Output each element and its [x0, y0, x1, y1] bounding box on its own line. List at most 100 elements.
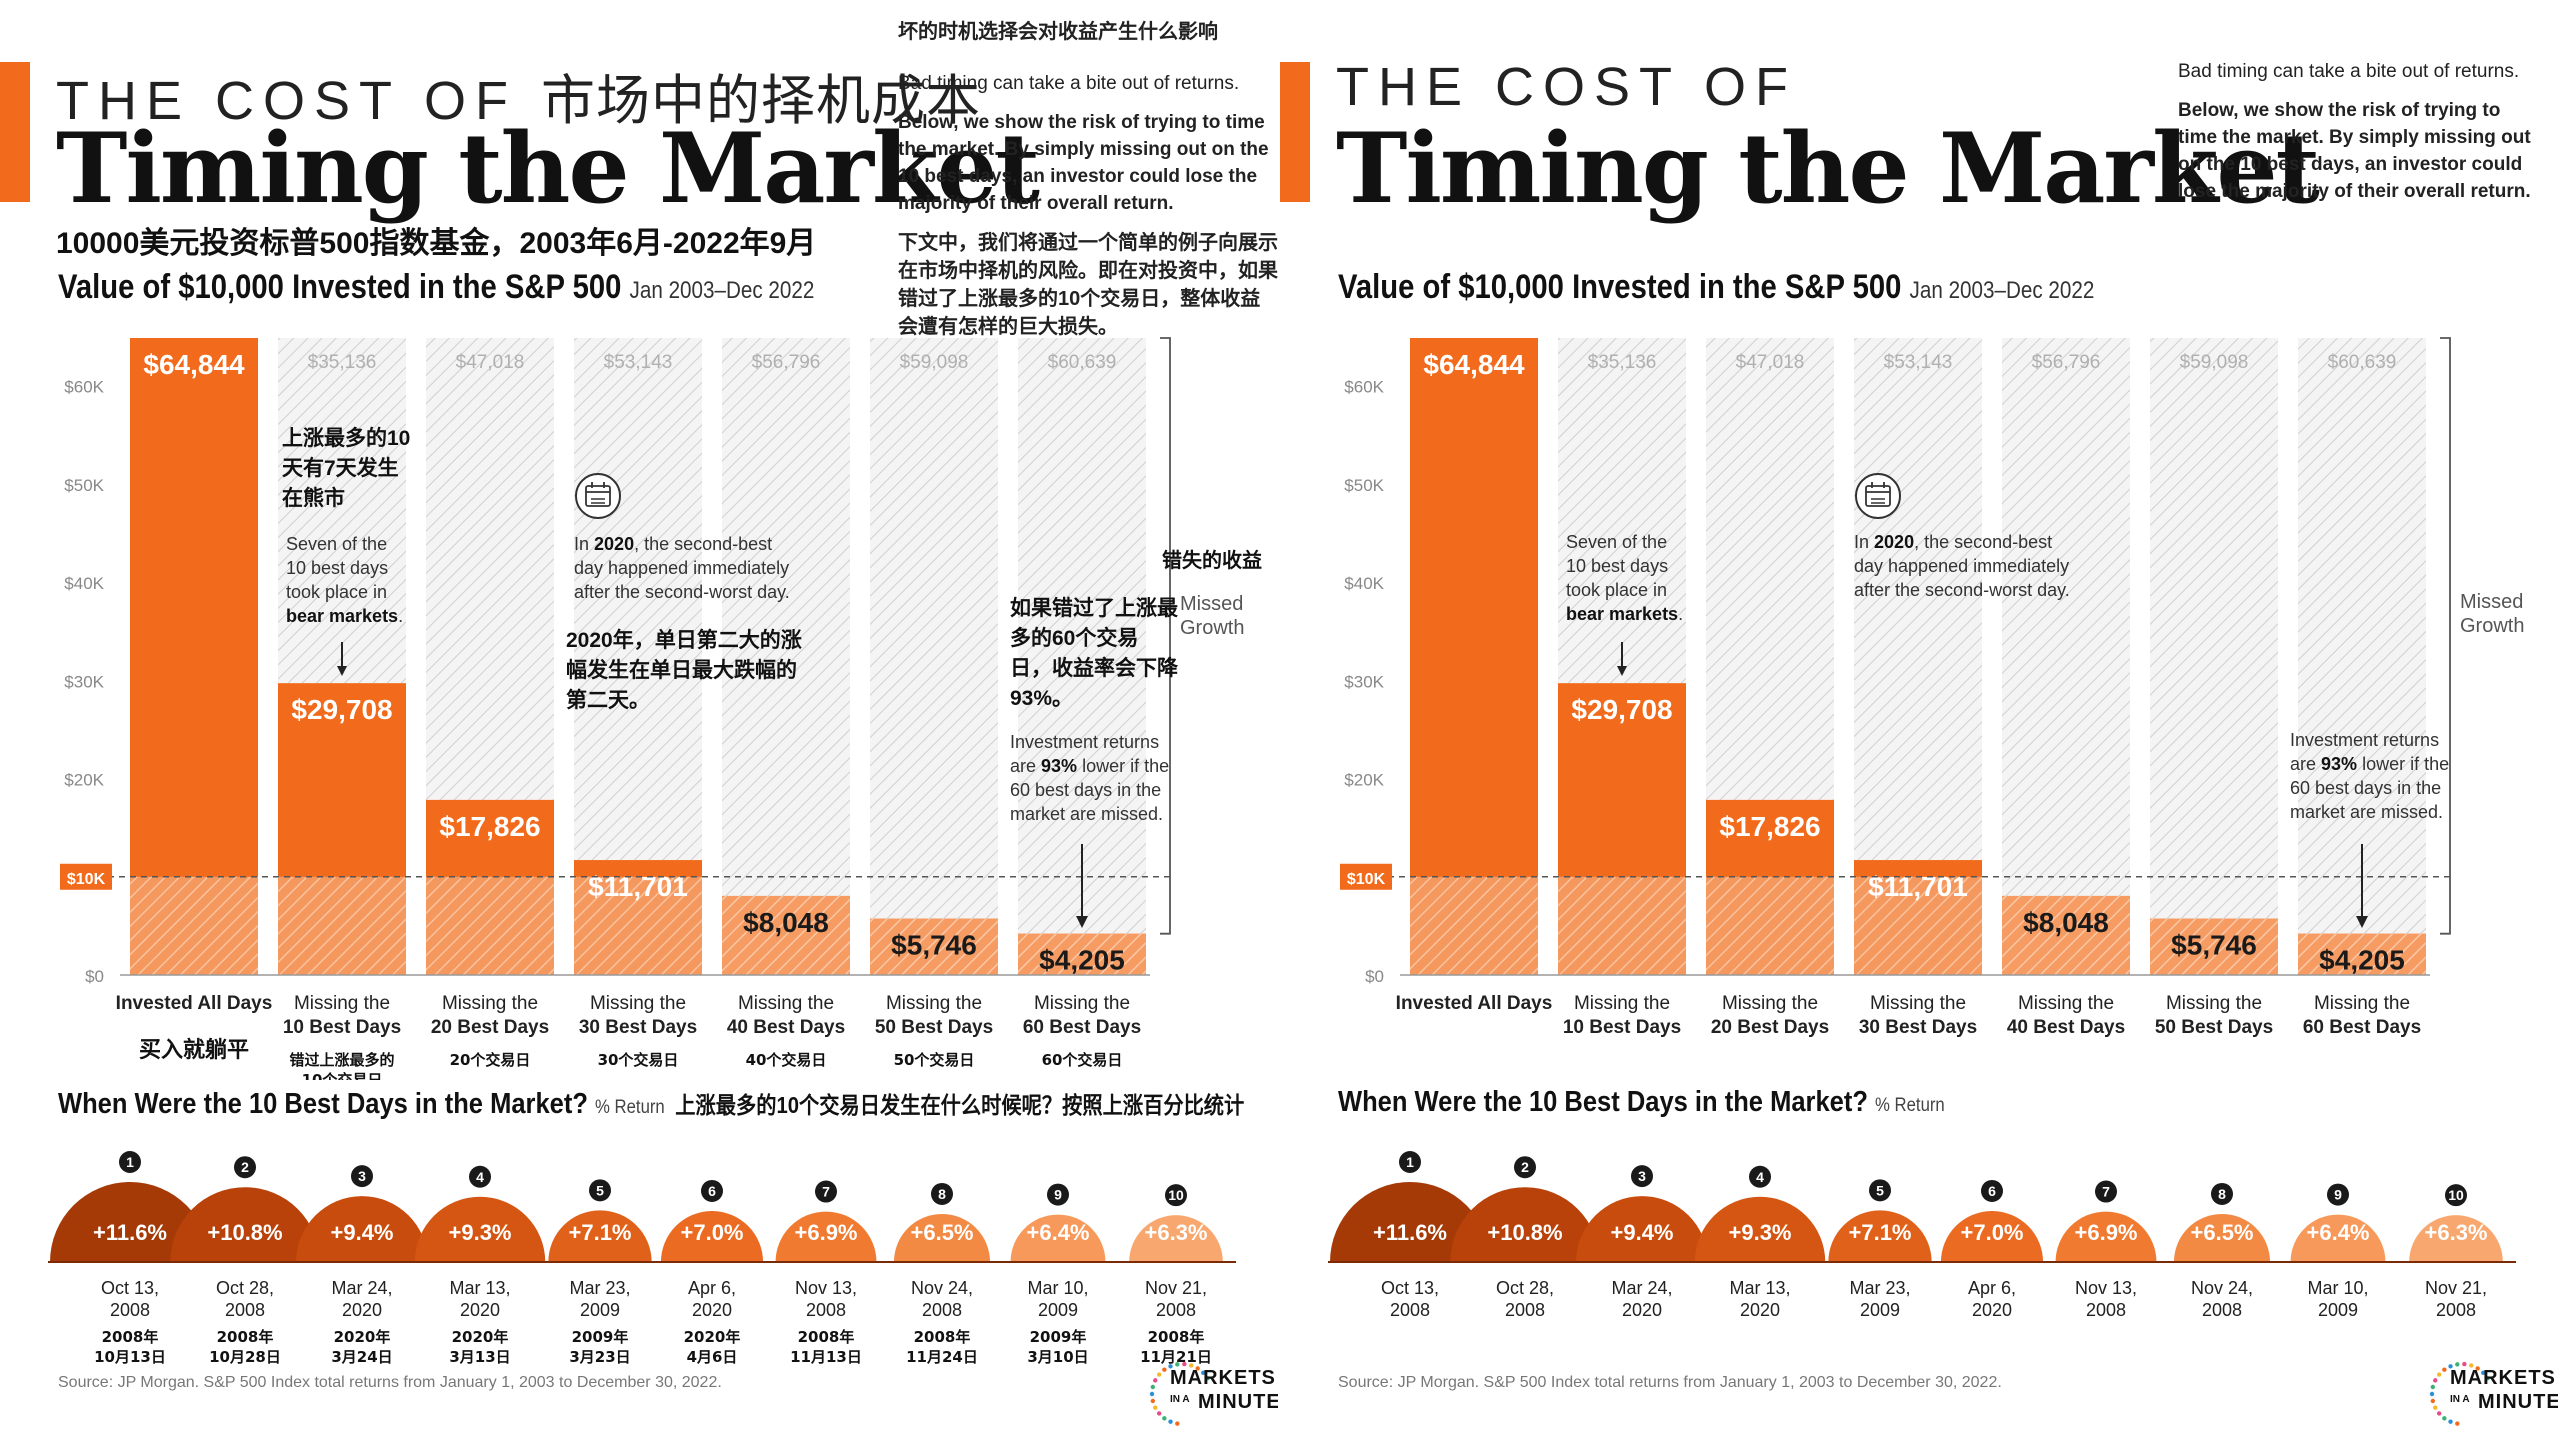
logo-dot — [2430, 1398, 2436, 1404]
category-label: Invested All Days — [116, 993, 273, 1014]
logo-dot — [2448, 1364, 2453, 1369]
logo-dot — [2469, 1363, 2474, 1368]
value-label: $29,708 — [291, 694, 392, 725]
rank-number: 8 — [938, 1186, 946, 1202]
missed-growth-label: $53,143 — [604, 352, 673, 373]
best-day-date: 2008 — [2436, 1300, 2476, 1320]
y-tick-label: $0 — [1365, 967, 1384, 986]
category-label: 40 Best Days — [727, 1017, 845, 1038]
best-day-date: Mar 10, — [1027, 1278, 1088, 1298]
panel-bilingual: THE COST OF 市场中的择机成本 Timing the Market 1… — [0, 21, 1278, 1426]
rank-badge — [2445, 1184, 2467, 1207]
bubble-shape — [2055, 1211, 2157, 1262]
value-label: $64,844 — [143, 349, 245, 380]
annotation-covid: In 2020, the second-best day happened im… — [1854, 532, 2070, 600]
arrow-head — [2356, 916, 2368, 928]
return-label: +7.1% — [1849, 1220, 1912, 1245]
category-label-zh: 错过上涨最多的 — [289, 1051, 394, 1069]
intro-line2: Below, we show the risk of trying to tim… — [898, 112, 1269, 214]
value-label: $11,701 — [1868, 871, 1968, 902]
best-days-title: When Were the 10 Best Days in the Market… — [58, 1088, 1245, 1120]
best-day-date: Nov 13, — [795, 1278, 857, 1298]
category-label: 30 Best Days — [1859, 1017, 1977, 1038]
best-day-date-zh: 10月13日 — [94, 1348, 166, 1366]
category-label: 60 Best Days — [2303, 1017, 2421, 1038]
logo-text: IN A — [1170, 1394, 1190, 1405]
logo-dot — [1150, 1384, 1156, 1390]
chart-subtitle: Value of $10,000 Invested in the S&P 500… — [1338, 268, 2095, 306]
category-label: Missing the — [442, 993, 538, 1014]
best-day-date-zh: 4月6日 — [687, 1348, 738, 1366]
best-day-bubble: +6.5% 8 — [2173, 1182, 2271, 1262]
return-label: +6.5% — [2191, 1220, 2254, 1245]
logo-dot — [2433, 1405, 2438, 1410]
rank-badge — [2095, 1180, 2117, 1203]
missed-growth-label: $35,136 — [308, 352, 377, 373]
category-label-zh: 买入就躺平 — [139, 1037, 249, 1063]
category-label: 30 Best Days — [579, 1017, 697, 1038]
best-day-date-zh: 2009年 — [1030, 1328, 1087, 1346]
value-label: $5,746 — [2171, 930, 2257, 961]
value-label: $4,205 — [2319, 945, 2405, 976]
baseline-badge — [1340, 863, 1392, 890]
logo-dot — [2429, 1391, 2435, 1397]
initial-investment-area — [1018, 933, 1146, 975]
value-label: $8,048 — [743, 907, 829, 938]
category-label: Missing the — [1574, 993, 1670, 1014]
best-day-date: 2020 — [1972, 1300, 2012, 1320]
rank-badge — [1514, 1156, 1536, 1179]
value-label: $64,844 — [1423, 349, 1525, 380]
page-title: Timing the Market — [56, 112, 1040, 225]
return-label: +6.9% — [795, 1220, 858, 1245]
category-label: Missing the — [590, 993, 686, 1014]
logo-dot — [1162, 1367, 1167, 1372]
missed-growth-bar — [1706, 338, 1834, 800]
best-day-bubble: +6.3% 10 — [2409, 1184, 2503, 1262]
baseline-badge-label: $10K — [1347, 871, 1386, 888]
best-day-bubble: +6.4% 9 — [1010, 1183, 1106, 1262]
rank-badge — [2327, 1183, 2349, 1206]
arrow-head — [1076, 916, 1088, 928]
logo-text: IN A — [2450, 1394, 2470, 1405]
bubble-shape — [775, 1211, 877, 1262]
missed-growth-bar — [2150, 338, 2278, 919]
best-day-date: Mar 23, — [569, 1278, 630, 1298]
missed-growth-bracket — [1160, 337, 1171, 935]
logo-dot — [1153, 1405, 1158, 1410]
best-day-date-zh: 11月21日 — [1140, 1348, 1212, 1366]
calendar-icon — [575, 473, 621, 519]
logo-dot — [1189, 1363, 1194, 1368]
best-day-date: Nov 21, — [1145, 1278, 1207, 1298]
rank-number: 3 — [1638, 1168, 1646, 1184]
best-day-bubble: +6.9% 7 — [2055, 1180, 2157, 1262]
baseline-badge-label: $10K — [67, 871, 106, 888]
return-label: +6.5% — [911, 1220, 974, 1245]
best-day-bubble: +10.8% 2 — [170, 1156, 320, 1262]
best-day-date-zh: 2008年 — [798, 1328, 855, 1346]
rank-badge — [701, 1179, 723, 1202]
rank-number: 9 — [1054, 1187, 1062, 1203]
missed-growth-bar — [1018, 338, 1146, 934]
logo-dot — [2462, 1361, 2467, 1367]
logo-dot — [2455, 1421, 2460, 1426]
best-day-date: 2009 — [580, 1300, 620, 1320]
rank-number: 3 — [358, 1168, 366, 1184]
initial-investment-area — [722, 895, 850, 975]
markets-in-a-minute-logo: MARKETS IN A MINUTE — [2429, 1361, 2558, 1426]
rank-badge — [931, 1182, 953, 1205]
logo-dot — [2455, 1362, 2460, 1367]
rank-badge — [1631, 1165, 1653, 1188]
value-label: $4,205 — [1039, 945, 1125, 976]
intro-line1: Bad timing can take a bite out of return… — [2178, 61, 2520, 82]
calendar-icon — [1855, 473, 1901, 519]
best-day-date: 2008 — [225, 1300, 265, 1320]
best-day-date: 2008 — [922, 1300, 962, 1320]
logo-dot — [1195, 1366, 1200, 1371]
source-note: Source: JP Morgan. S&P 500 Index total r… — [1338, 1374, 2002, 1391]
missed-growth-bar — [2298, 338, 2426, 934]
intro-line2: Below, we show the risk of trying to tim… — [2178, 100, 2531, 202]
logo-dot — [1182, 1361, 1187, 1367]
rank-badge — [351, 1165, 373, 1188]
missed-growth-bar — [426, 338, 554, 800]
bar-chart: $64,844 $35,136 $29,708 $47,018 $17,826 $53,1… — [1340, 337, 2451, 1038]
